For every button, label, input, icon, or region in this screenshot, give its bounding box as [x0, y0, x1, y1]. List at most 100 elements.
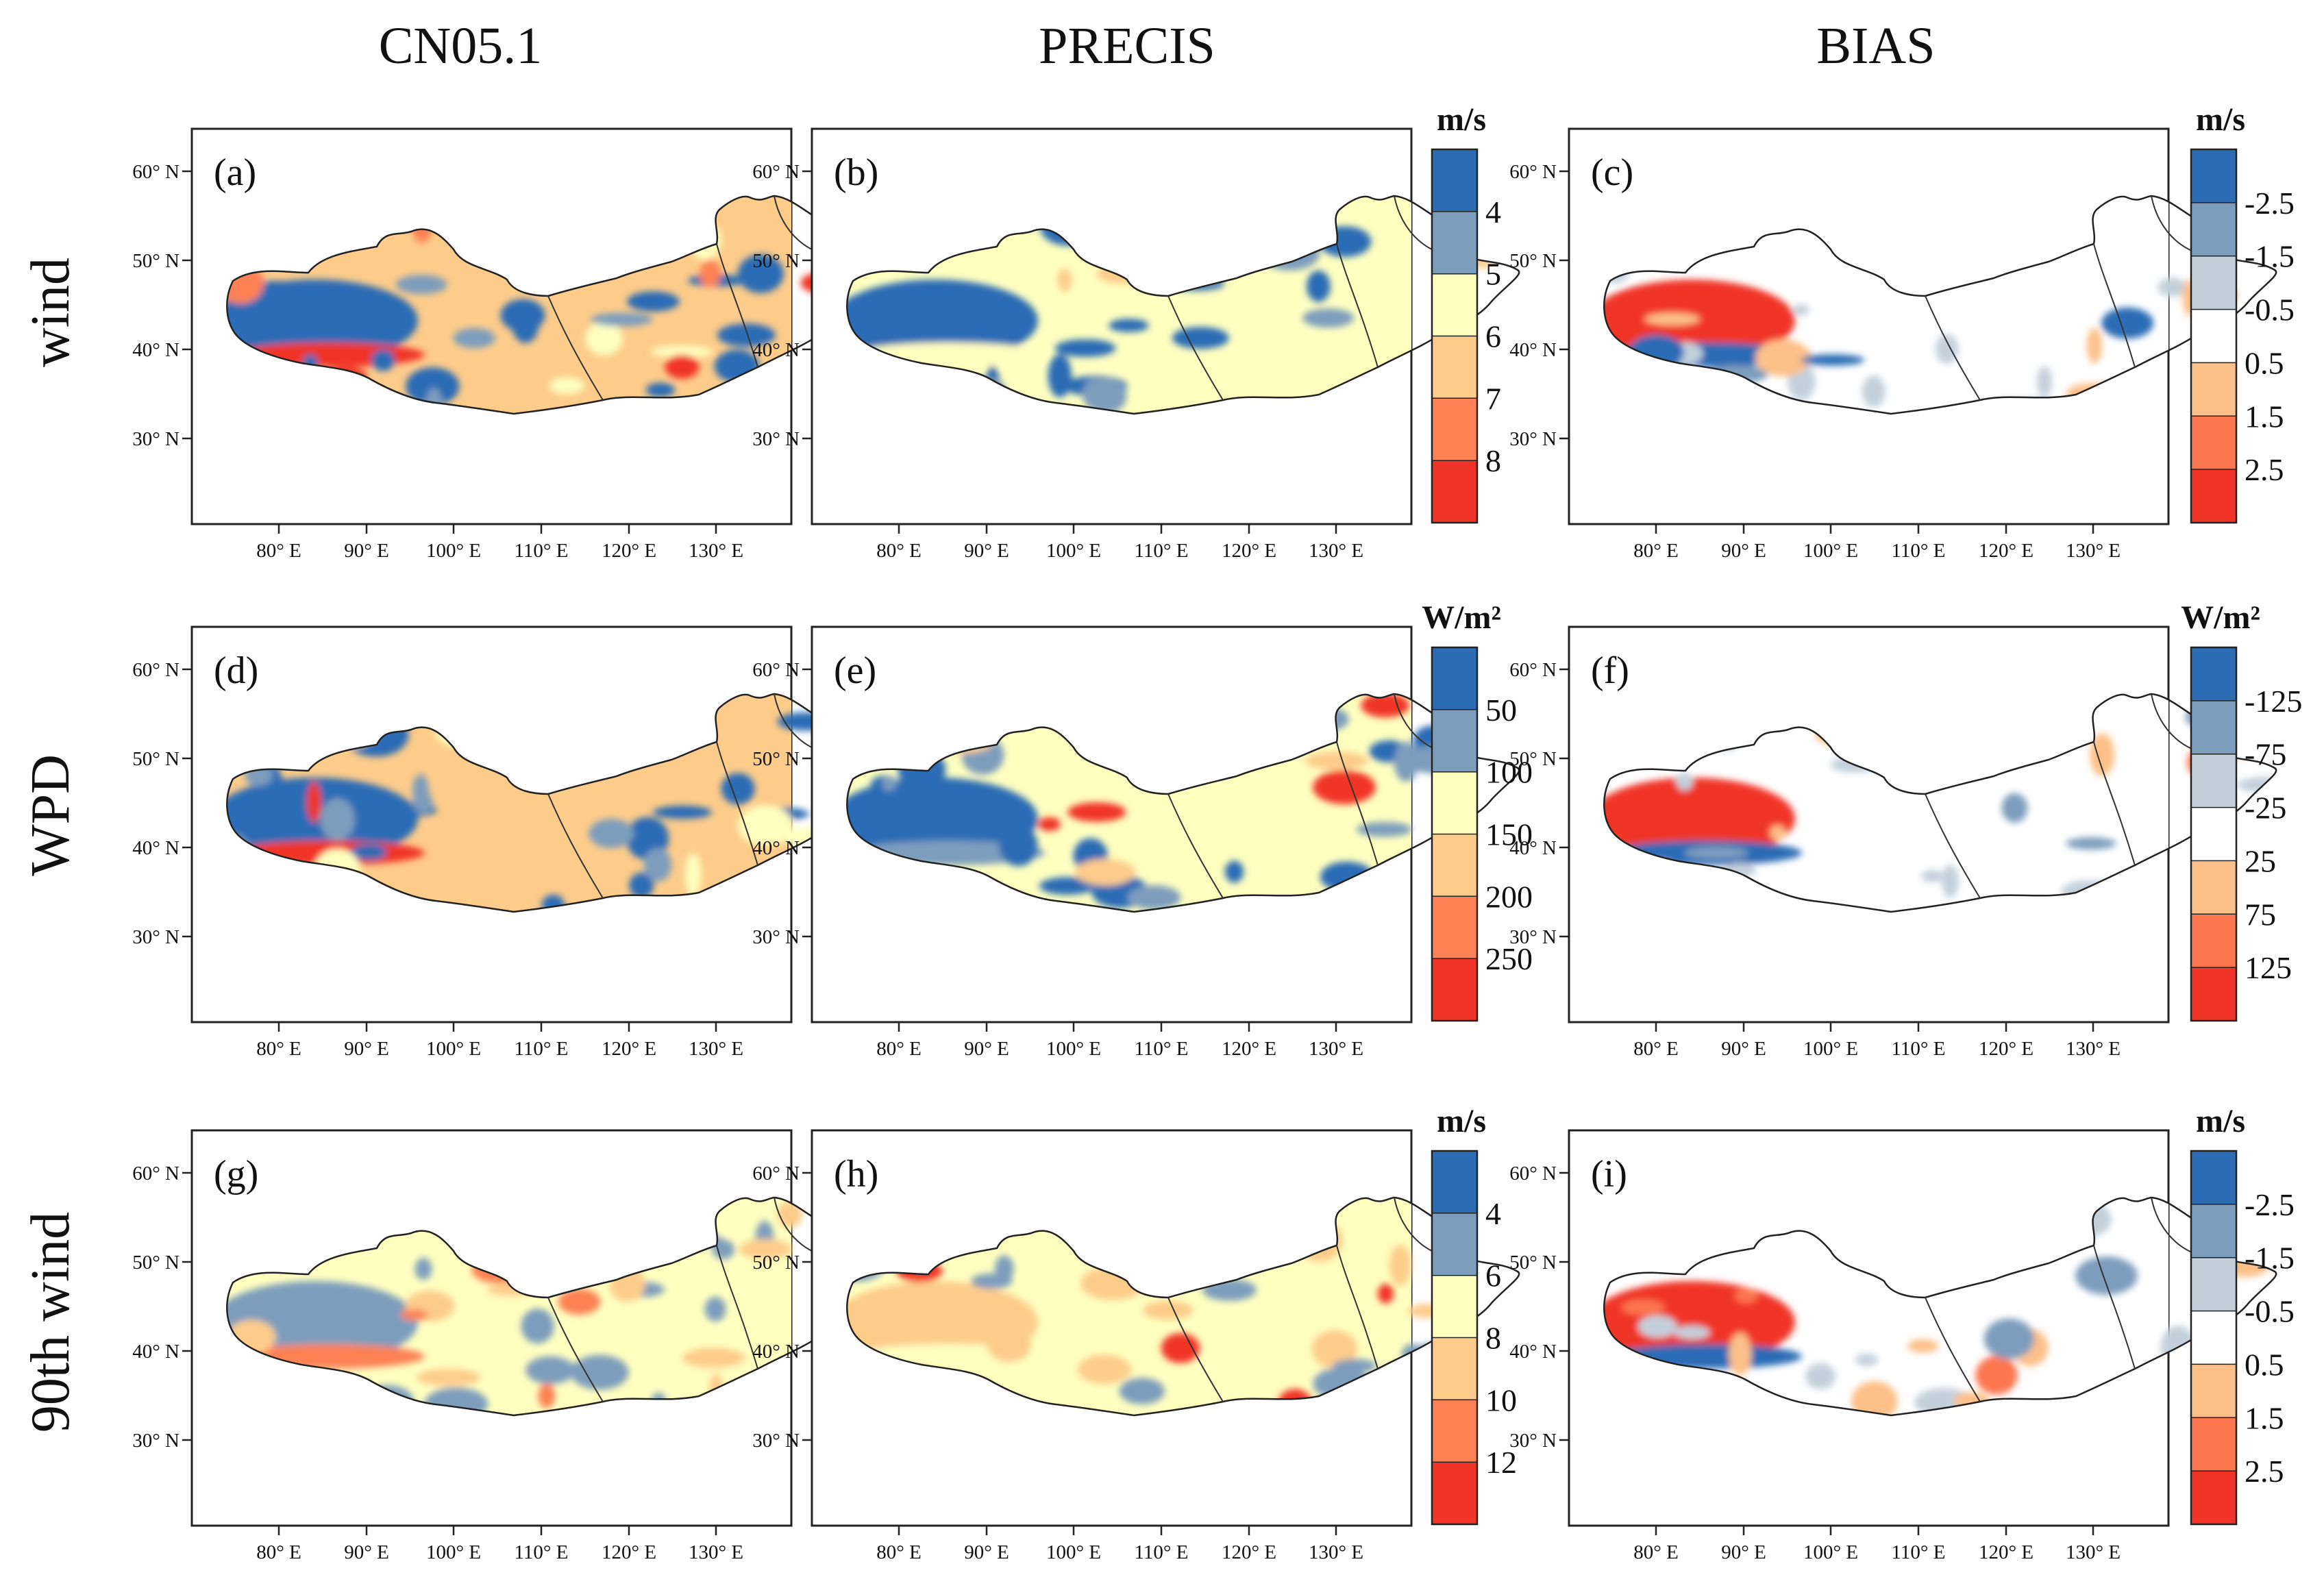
- lat-tick-label: 40° N: [132, 339, 180, 361]
- lon-tick-label: 130° E: [1309, 1038, 1363, 1060]
- colorbar-label: 0.5: [2245, 345, 2284, 380]
- lon-tick-label: 100° E: [1803, 1541, 1858, 1563]
- colorbar-swatch: [2191, 754, 2236, 808]
- colorbar: W/m² -125 -75 -25 25 75 125: [2181, 599, 2302, 1022]
- colorbar-label: 6: [1485, 319, 1501, 354]
- lat-tick-label: 40° N: [132, 1341, 180, 1363]
- lon-tick-label: 100° E: [1046, 1038, 1101, 1060]
- colorbar-swatch: [1432, 896, 1477, 959]
- lon-tick-label: 90° E: [1721, 540, 1766, 562]
- colorbar-label: 1.5: [2245, 399, 2284, 434]
- colorbar-swatch: [2191, 362, 2236, 417]
- lat-tick-label: 60° N: [752, 161, 800, 183]
- colorbar-swatch: [1432, 709, 1477, 772]
- colorbar-label: 1.5: [2245, 1400, 2284, 1435]
- lon-tick-label: 80° E: [256, 540, 301, 562]
- colorbar-swatch: [2191, 1311, 2236, 1365]
- lat-tick-label: 50° N: [1509, 1252, 1557, 1274]
- colorbar-label: -125: [2245, 684, 2302, 719]
- lat-tick-label: 30° N: [1509, 428, 1557, 450]
- colorbar-label: -1.5: [2245, 239, 2295, 274]
- lon-tick-label: 130° E: [1309, 1541, 1363, 1563]
- colorbar-label: -2.5: [2245, 186, 2295, 221]
- lon-tick-label: 110° E: [1135, 1541, 1189, 1563]
- map-panel: (a) 60° N 50° N 40° N 30° N 80° E 90° E 100° E 1…: [132, 127, 900, 562]
- colorbar-swatch: [1432, 398, 1477, 461]
- colorbar-label: 8: [1485, 443, 1501, 478]
- lon-tick-label: 130° E: [2066, 1038, 2121, 1060]
- lon-tick-label: 130° E: [689, 1541, 743, 1563]
- colorbar-swatch: [1432, 1400, 1477, 1463]
- map-panel: (f) 60° N 50° N 40° N 30° N 80° E 90° E 100° E 1…: [1509, 625, 2277, 1060]
- colorbar: m/s -2.5 -1.5 -0.5 0.5 1.5 2.5: [2190, 1103, 2295, 1526]
- lat-tick-label: 40° N: [1509, 1341, 1557, 1363]
- lon-tick-label: 110° E: [1135, 1038, 1189, 1060]
- lon-tick-label: 120° E: [602, 1541, 656, 1563]
- colorbar-label: 75: [2245, 897, 2276, 932]
- colorbar-label: 8: [1485, 1321, 1501, 1356]
- lon-tick-label: 100° E: [1046, 1541, 1101, 1563]
- colorbar-swatch: [1432, 1337, 1477, 1400]
- colorbar-swatch: [1432, 460, 1477, 523]
- colorbar-swatch: [2191, 860, 2236, 915]
- map-panel: (b) 60° N 50° N 40° N 30° N 80° E 90° E 100° E 1…: [752, 127, 1520, 562]
- lat-tick-label: 50° N: [1509, 250, 1557, 272]
- lon-tick-label: 90° E: [964, 540, 1009, 562]
- colorbar-unit: m/s: [1437, 1103, 1486, 1139]
- colorbar-swatch: [1432, 336, 1477, 399]
- lon-tick-label: 120° E: [1979, 1541, 2034, 1563]
- lat-tick-label: 30° N: [132, 428, 180, 450]
- colorbar-swatch: [1432, 958, 1477, 1021]
- lat-tick-label: 50° N: [752, 748, 800, 770]
- colorbar-unit: m/s: [1437, 101, 1486, 138]
- colorbar-label: 4: [1485, 195, 1501, 229]
- lat-tick-label: 60° N: [752, 1163, 800, 1184]
- colorbar-label: 2.5: [2245, 1454, 2284, 1489]
- colorbar-swatch: [1432, 211, 1477, 274]
- colorbar-swatch: [2191, 202, 2236, 256]
- lat-tick-label: 60° N: [132, 1163, 180, 1184]
- lat-tick-label: 30° N: [752, 926, 800, 948]
- column-title-bias: BIAS: [1816, 17, 1935, 75]
- panel-label: (f): [1591, 649, 1629, 692]
- colorbar-label: -0.5: [2245, 1294, 2295, 1329]
- map-panel: (g) 60° N 50° N 40° N 30° N 80° E 90° E 100° E 1…: [132, 1129, 900, 1563]
- colorbar-label: -25: [2245, 791, 2286, 826]
- lat-tick-label: 50° N: [752, 250, 800, 272]
- colorbar-label: -0.5: [2245, 293, 2295, 327]
- lon-tick-label: 100° E: [1803, 540, 1858, 562]
- colorbar-swatch: [1432, 1462, 1477, 1524]
- colorbar-swatch: [2191, 1151, 2236, 1204]
- map-panel: (c) 60° N 50° N 40° N 30° N 80° E 90° E 100° E 1…: [1509, 127, 2277, 562]
- colorbar-label: 12: [1485, 1445, 1517, 1480]
- lon-tick-label: 110° E: [1892, 540, 1946, 562]
- lon-tick-label: 90° E: [344, 540, 389, 562]
- colorbar-unit: m/s: [2196, 1103, 2245, 1139]
- lon-tick-label: 110° E: [1892, 1541, 1946, 1563]
- lon-tick-label: 80° E: [876, 540, 922, 562]
- panel-label: (g): [214, 1153, 258, 1195]
- lat-tick-label: 50° N: [132, 748, 180, 770]
- colorbar-label: 125: [2245, 950, 2292, 985]
- lon-tick-label: 80° E: [876, 1541, 922, 1563]
- colorbar-swatch: [2191, 309, 2236, 363]
- colorbar-unit: W/m²: [1422, 599, 1501, 636]
- colorbar-unit: m/s: [2196, 101, 2245, 138]
- lat-tick-label: 60° N: [1509, 1163, 1557, 1184]
- lat-tick-label: 50° N: [752, 1252, 800, 1274]
- column-title-precis: PRECIS: [1039, 17, 1215, 75]
- colorbar-swatch: [1432, 647, 1477, 710]
- colorbar-label: 250: [1485, 941, 1533, 976]
- colorbar-label: 0.5: [2245, 1347, 2284, 1382]
- colorbar-label: 50: [1485, 693, 1517, 728]
- colorbar-swatch: [2191, 807, 2236, 861]
- colorbar-swatch: [2191, 256, 2236, 310]
- lat-tick-label: 60° N: [752, 659, 800, 681]
- lat-tick-label: 60° N: [132, 659, 180, 681]
- colorbar-swatch: [1432, 771, 1477, 834]
- lat-tick-label: 40° N: [1509, 339, 1557, 361]
- colorbar: m/s 4 5 6 7 8: [1431, 101, 1501, 524]
- lat-tick-label: 50° N: [1509, 748, 1557, 770]
- lat-tick-label: 40° N: [752, 837, 800, 859]
